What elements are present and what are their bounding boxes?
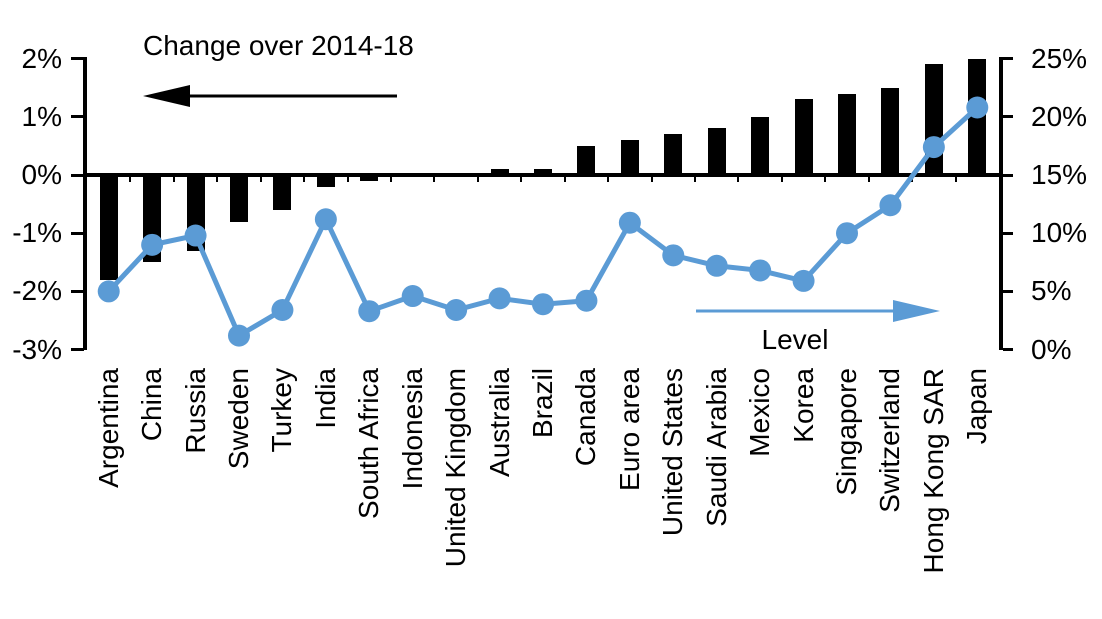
level-point-australia [488,287,511,310]
left-axis-tick [71,231,84,235]
category-boundary-tick [563,175,566,182]
right-axis-tick [1003,348,1013,352]
bar-turkey [273,173,292,210]
bar-australia [490,169,509,173]
level-series-label: Level [761,324,829,355]
right-axis-tick-label: 25% [1031,42,1088,74]
left-axis-tick [71,57,84,61]
level-point-argentina [97,280,120,303]
zero-baseline [83,173,1003,177]
left-axis-tick-label: 0% [21,159,62,190]
right-axis-tick [1003,115,1013,119]
bar-singapore [838,93,856,173]
level-point-united-kingdom [445,299,468,322]
left-axis-tick-label: -1% [12,217,62,249]
category-boundary-tick [129,175,132,182]
level-point-euro-area [618,211,641,234]
level-point-saudi-arabia [705,254,728,277]
category-boundary-tick [433,175,436,182]
category-boundary-tick [607,175,610,182]
category-boundary-tick [216,175,219,182]
right-axis-tick [1003,57,1013,61]
right-axis-tick-label: 5% [1031,275,1072,307]
category-boundary-tick [954,175,957,182]
category-boundary-tick [520,175,523,182]
category-boundary-tick [303,175,306,182]
bar-united-states [664,134,683,173]
right-axis-arrow-icon [696,300,940,322]
left-axis-tick [71,289,84,293]
category-boundary-tick [172,175,175,182]
bar-brazil [534,169,552,173]
bar-india [316,173,335,187]
bar-mexico [751,116,770,173]
level-point-russia [184,224,207,247]
category-boundary-tick [346,175,349,182]
right-axis-tick-label: 20% [1031,100,1088,132]
right-axis-tick [1003,289,1013,293]
left-axis-tick-label: -2% [12,275,62,307]
bar-saudi-arabia [707,128,726,173]
level-point-singapore [836,222,858,245]
bar-south-africa [360,173,379,181]
left-axis-tick-label: 1% [21,100,62,132]
left-axis-tick [71,115,84,119]
bar-switzerland [881,87,900,173]
level-point-china [141,233,164,256]
bar-euro-area [620,140,639,173]
left-axis-tick [71,173,84,177]
category-boundary-tick [824,175,827,182]
category-boundary-tick [476,175,479,182]
level-point-south-africa [358,300,381,323]
level-point-korea [792,269,815,292]
right-axis-spine [999,57,1003,350]
left-axis-tick-label: 2% [21,42,62,74]
category-boundary-tick [694,175,696,182]
bar-canada [577,145,596,173]
category-boundary-tick [390,175,392,182]
level-point-brazil [532,293,554,316]
level-point-switzerland [879,194,902,217]
right-axis-tick [1003,173,1013,177]
chart-title: Change over 2014-18 [143,30,414,61]
level-point-mexico [749,259,772,282]
level-point-india [314,208,337,231]
right-axis-tick-label: 0% [1031,333,1072,365]
right-axis-tick-label: 10% [1031,217,1088,249]
category-boundary-tick [867,175,870,182]
category-boundary-tick [737,175,740,182]
left-axis-tick-label: -3% [12,333,62,365]
category-boundary-tick [650,175,653,182]
bar-sweden [230,173,248,222]
right-axis-tick [1003,231,1013,235]
level-point-hong-kong-sar [922,136,945,159]
level-point-turkey [271,299,294,322]
category-boundary-tick [780,175,783,182]
level-point-sweden [228,324,250,347]
left-axis-arrow-icon [143,85,397,107]
bar-korea [794,99,813,173]
level-point-canada [575,289,598,312]
left-axis-spine [83,57,87,350]
level-point-united-states [662,244,685,267]
category-boundary-tick [259,175,262,182]
right-axis-tick-label: 15% [1031,159,1088,190]
level-point-japan [966,96,989,119]
bar-argentina [99,173,118,280]
level-point-indonesia [401,285,424,308]
left-axis-tick [71,348,84,352]
